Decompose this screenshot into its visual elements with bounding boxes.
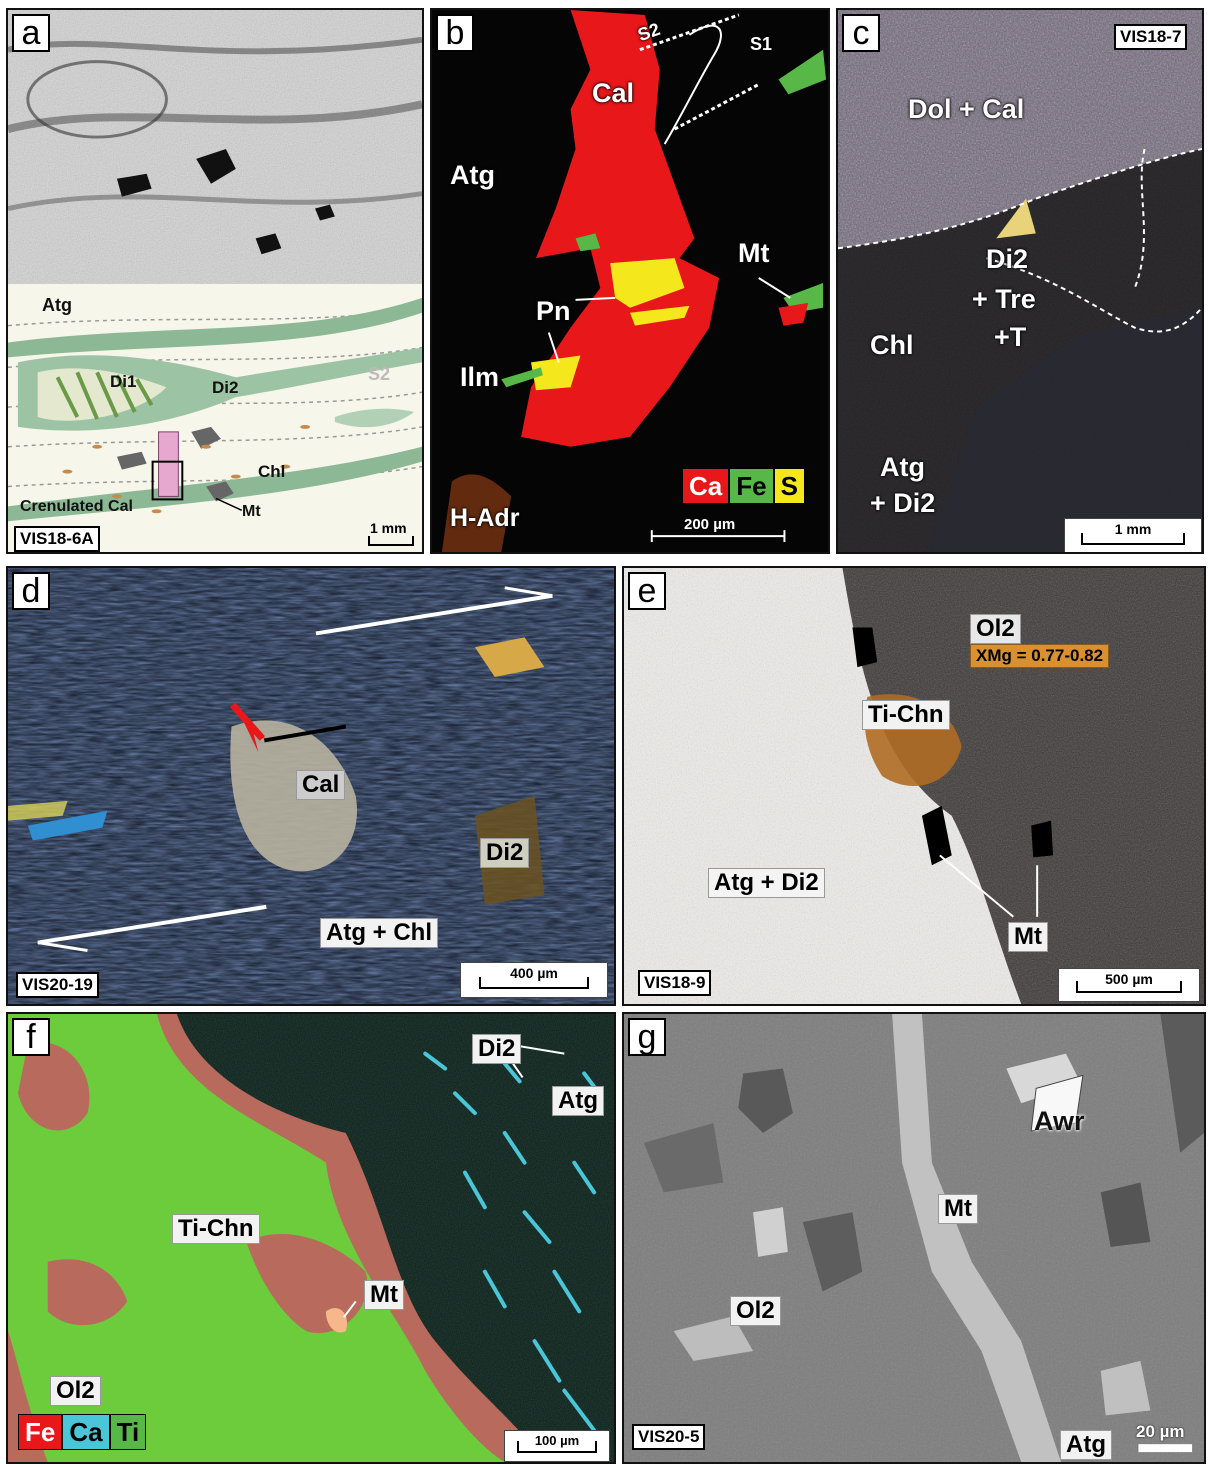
- label-mt: Mt: [1008, 922, 1048, 952]
- label-cal: Cal: [296, 770, 346, 800]
- panel-d: d Cal Di2 Atg + Chl VIS20-19 400 µm: [6, 566, 616, 1006]
- label-ti-chn: Ti-Chn: [172, 1214, 260, 1244]
- label-atg: Atg: [880, 452, 925, 482]
- label-mt: Mt: [938, 1194, 978, 1224]
- scale-text: 1 mm: [1114, 521, 1152, 537]
- scale-text: 100 µm: [534, 1433, 580, 1448]
- scale-bar: 500 µm: [1058, 968, 1200, 1002]
- panel-e-letter: e: [628, 572, 666, 610]
- scale-text: 500 µm: [1105, 971, 1153, 987]
- label-mt: Mt: [364, 1280, 404, 1310]
- scale-bar: 1 mm: [366, 520, 416, 550]
- panel-g: g Awr Mt Ol2 Atg VIS20-5 20 µm: [622, 1012, 1206, 1464]
- label-xmg: XMg = 0.77-0.82: [970, 644, 1110, 668]
- label-awr: Awr: [1034, 1106, 1085, 1136]
- label-ol2: Ol2: [970, 614, 1021, 644]
- label-chl: Chl: [258, 462, 286, 481]
- panel-c-letter: c: [842, 14, 880, 52]
- label-atg: Atg: [552, 1086, 604, 1116]
- label-s2: S2: [368, 364, 391, 384]
- panel-a-letter: a: [12, 14, 50, 52]
- label-chl: Chl: [870, 330, 914, 360]
- scale-bar: 400 µm: [460, 962, 608, 998]
- element-key: Ca Fe S: [682, 468, 805, 504]
- label-atg: Atg: [450, 160, 495, 190]
- panel-e: e Ol2 XMg = 0.77-0.82 Ti-Chn Atg + Di2 M…: [622, 566, 1206, 1006]
- panel-e-micrograph: [624, 568, 1204, 1004]
- label-di2b: + Di2: [870, 488, 936, 518]
- label-atg: Atg: [42, 295, 72, 315]
- panel-b-letter: b: [436, 14, 474, 52]
- label-atg: Atg: [1060, 1430, 1112, 1460]
- sample-id: VIS18-7: [1114, 24, 1188, 50]
- panel-c: c VIS18-7 Dol + Cal Di2 + Tre +T Chl Atg…: [836, 8, 1204, 554]
- scale-bar: 100 µm: [504, 1430, 610, 1462]
- element-ca: Ca: [62, 1414, 110, 1450]
- element-ti: Ti: [109, 1414, 147, 1450]
- label-mt: Mt: [738, 238, 770, 268]
- scale-text: 1 mm: [370, 520, 407, 536]
- label-ilm: Ilm: [460, 362, 500, 392]
- element-key: Fe Ca Ti: [18, 1414, 147, 1450]
- panel-f-element-map: [8, 1014, 614, 1462]
- panel-g-letter: g: [628, 1018, 666, 1056]
- panel-f: f Di2 Atg Ti-Chn Mt Ol2 Fe Ca Ti 100 µm: [6, 1012, 616, 1464]
- panel-b-element-map: [432, 10, 828, 552]
- panel-c-micrograph: [838, 10, 1202, 552]
- label-ol2: Ol2: [50, 1376, 101, 1406]
- panel-b: b S2 S1 Cal Atg Mt Pn Ilm H-Adr Ca Fe S …: [430, 8, 830, 554]
- element-fe: Fe: [18, 1414, 63, 1450]
- sample-id: VIS20-5: [632, 1424, 706, 1450]
- sample-id: VIS20-19: [16, 972, 99, 998]
- label-atg-di2: Atg + Di2: [708, 868, 825, 898]
- element-ca: Ca: [682, 468, 730, 504]
- label-di2: Di2: [472, 1034, 522, 1064]
- label-h-adr: H-Adr: [450, 504, 520, 532]
- panel-d-letter: d: [12, 572, 50, 610]
- scale-text: 20 µm: [1136, 1422, 1185, 1441]
- label-di1: Di1: [110, 372, 137, 391]
- label-di2: Di2: [212, 378, 239, 397]
- label-tre: + Tre: [972, 284, 1036, 314]
- label-dol-cal: Dol + Cal: [908, 94, 1025, 124]
- label-s1: S1: [750, 34, 773, 54]
- label-di2: Di2: [986, 244, 1029, 274]
- panel-a-micrograph: [8, 10, 422, 552]
- label-cal: Cal: [592, 78, 635, 108]
- panel-f-letter: f: [12, 1018, 50, 1056]
- label-t: +T: [994, 322, 1027, 352]
- label-mt: Mt: [242, 503, 261, 520]
- element-s: S: [773, 468, 805, 504]
- sample-id: VIS18-9: [638, 970, 712, 996]
- panel-a: a Atg Di1 Di2 S2 Chl Crenulated Cal Mt V…: [6, 8, 424, 554]
- panel-g-bse-image: [624, 1014, 1204, 1462]
- scale-text: 400 µm: [510, 965, 558, 981]
- label-atg-chl: Atg + Chl: [320, 918, 438, 948]
- element-fe: Fe: [729, 468, 774, 504]
- label-ti-chn: Ti-Chn: [862, 700, 950, 730]
- scale-text: 200 µm: [684, 516, 736, 533]
- label-ol2: Ol2: [730, 1296, 781, 1326]
- label-di2: Di2: [480, 838, 530, 868]
- scale-bar: 1 mm: [1064, 518, 1202, 552]
- label-pn: Pn: [536, 296, 571, 326]
- label-crenulated-cal: Crenulated Cal: [20, 498, 133, 515]
- sample-id: VIS18-6A: [14, 526, 100, 552]
